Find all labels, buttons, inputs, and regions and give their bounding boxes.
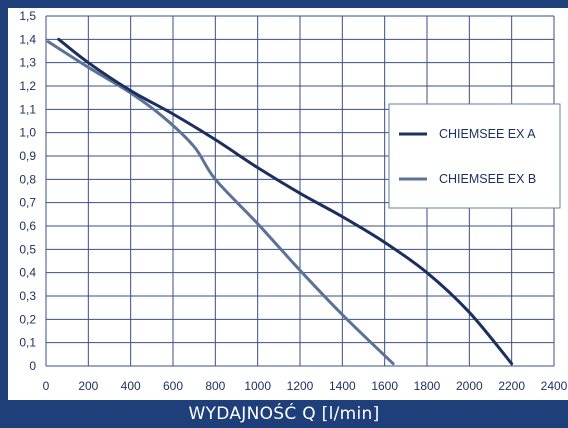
legend: CHIEMSEE EX A CHIEMSEE EX B (388, 103, 561, 209)
y-tick-label: 1,5 (19, 9, 36, 23)
x-tick-label: 1200 (287, 379, 314, 393)
x-tick-label: 2200 (498, 379, 525, 393)
y-tick-label: 0 (29, 359, 36, 373)
x-tick-label: 2000 (456, 379, 483, 393)
x-tick-label: 400 (121, 379, 141, 393)
y-tick-label: 0,9 (19, 149, 36, 163)
y-tick-label: 1,1 (19, 102, 36, 116)
series-lines (46, 37, 514, 366)
series-line-a (57, 37, 514, 366)
y-tick-label: 1,0 (19, 126, 36, 140)
chart: 0 0,1 0,2 0,3 0,4 0,5 0,6 0,7 0,8 0,9 1,0 1,1 1,2 1,3… (19, 9, 568, 393)
y-tick-label: 0,7 (19, 196, 36, 210)
x-tick-label: 1600 (371, 379, 398, 393)
y-tick-label: 0,1 (19, 336, 36, 350)
plot-panel: 0 0,1 0,2 0,3 0,4 0,5 0,6 0,7 0,8 0,9 1,0 1,1 1,2 1,3… (8, 8, 568, 400)
y-tick-label: 0,4 (19, 266, 36, 280)
x-axis-label: WYDAJNOŚĆ Q [l/min] (188, 404, 380, 424)
legend-label: CHIEMSEE EX A (439, 127, 536, 141)
y-tick-label: 1,2 (19, 79, 36, 93)
y-tick-label: 0,5 (19, 242, 36, 256)
y-tick-label: 0,6 (19, 219, 36, 233)
x-tick-label: 1800 (414, 379, 441, 393)
x-tick-labels: 0 200 400 600 800 1000 1200 1400 1600 1800 2000 220… (43, 379, 568, 393)
y-tick-labels: 0 0,1 0,2 0,3 0,4 0,5 0,6 0,7 0,8 0,9 1,0 1,1 1,2 1,3… (19, 9, 36, 373)
x-tick-label: 800 (205, 379, 225, 393)
y-tick-label: 0,3 (19, 289, 36, 303)
x-tick-label: 200 (78, 379, 98, 393)
legend-label: CHIEMSEE EX B (439, 172, 536, 186)
y-tick-label: 0,2 (19, 312, 36, 326)
x-tick-label: 600 (163, 379, 183, 393)
x-tick-label: 2400 (541, 379, 568, 393)
x-tick-label: 1400 (329, 379, 356, 393)
y-tick-label: 1,3 (19, 56, 36, 70)
legend-box (388, 103, 561, 209)
y-tick-label: 0,8 (19, 172, 36, 186)
series-line-b (46, 40, 395, 366)
x-tick-label: 0 (43, 379, 50, 393)
x-tick-label: 1000 (244, 379, 271, 393)
y-tick-label: 1,4 (19, 32, 36, 46)
